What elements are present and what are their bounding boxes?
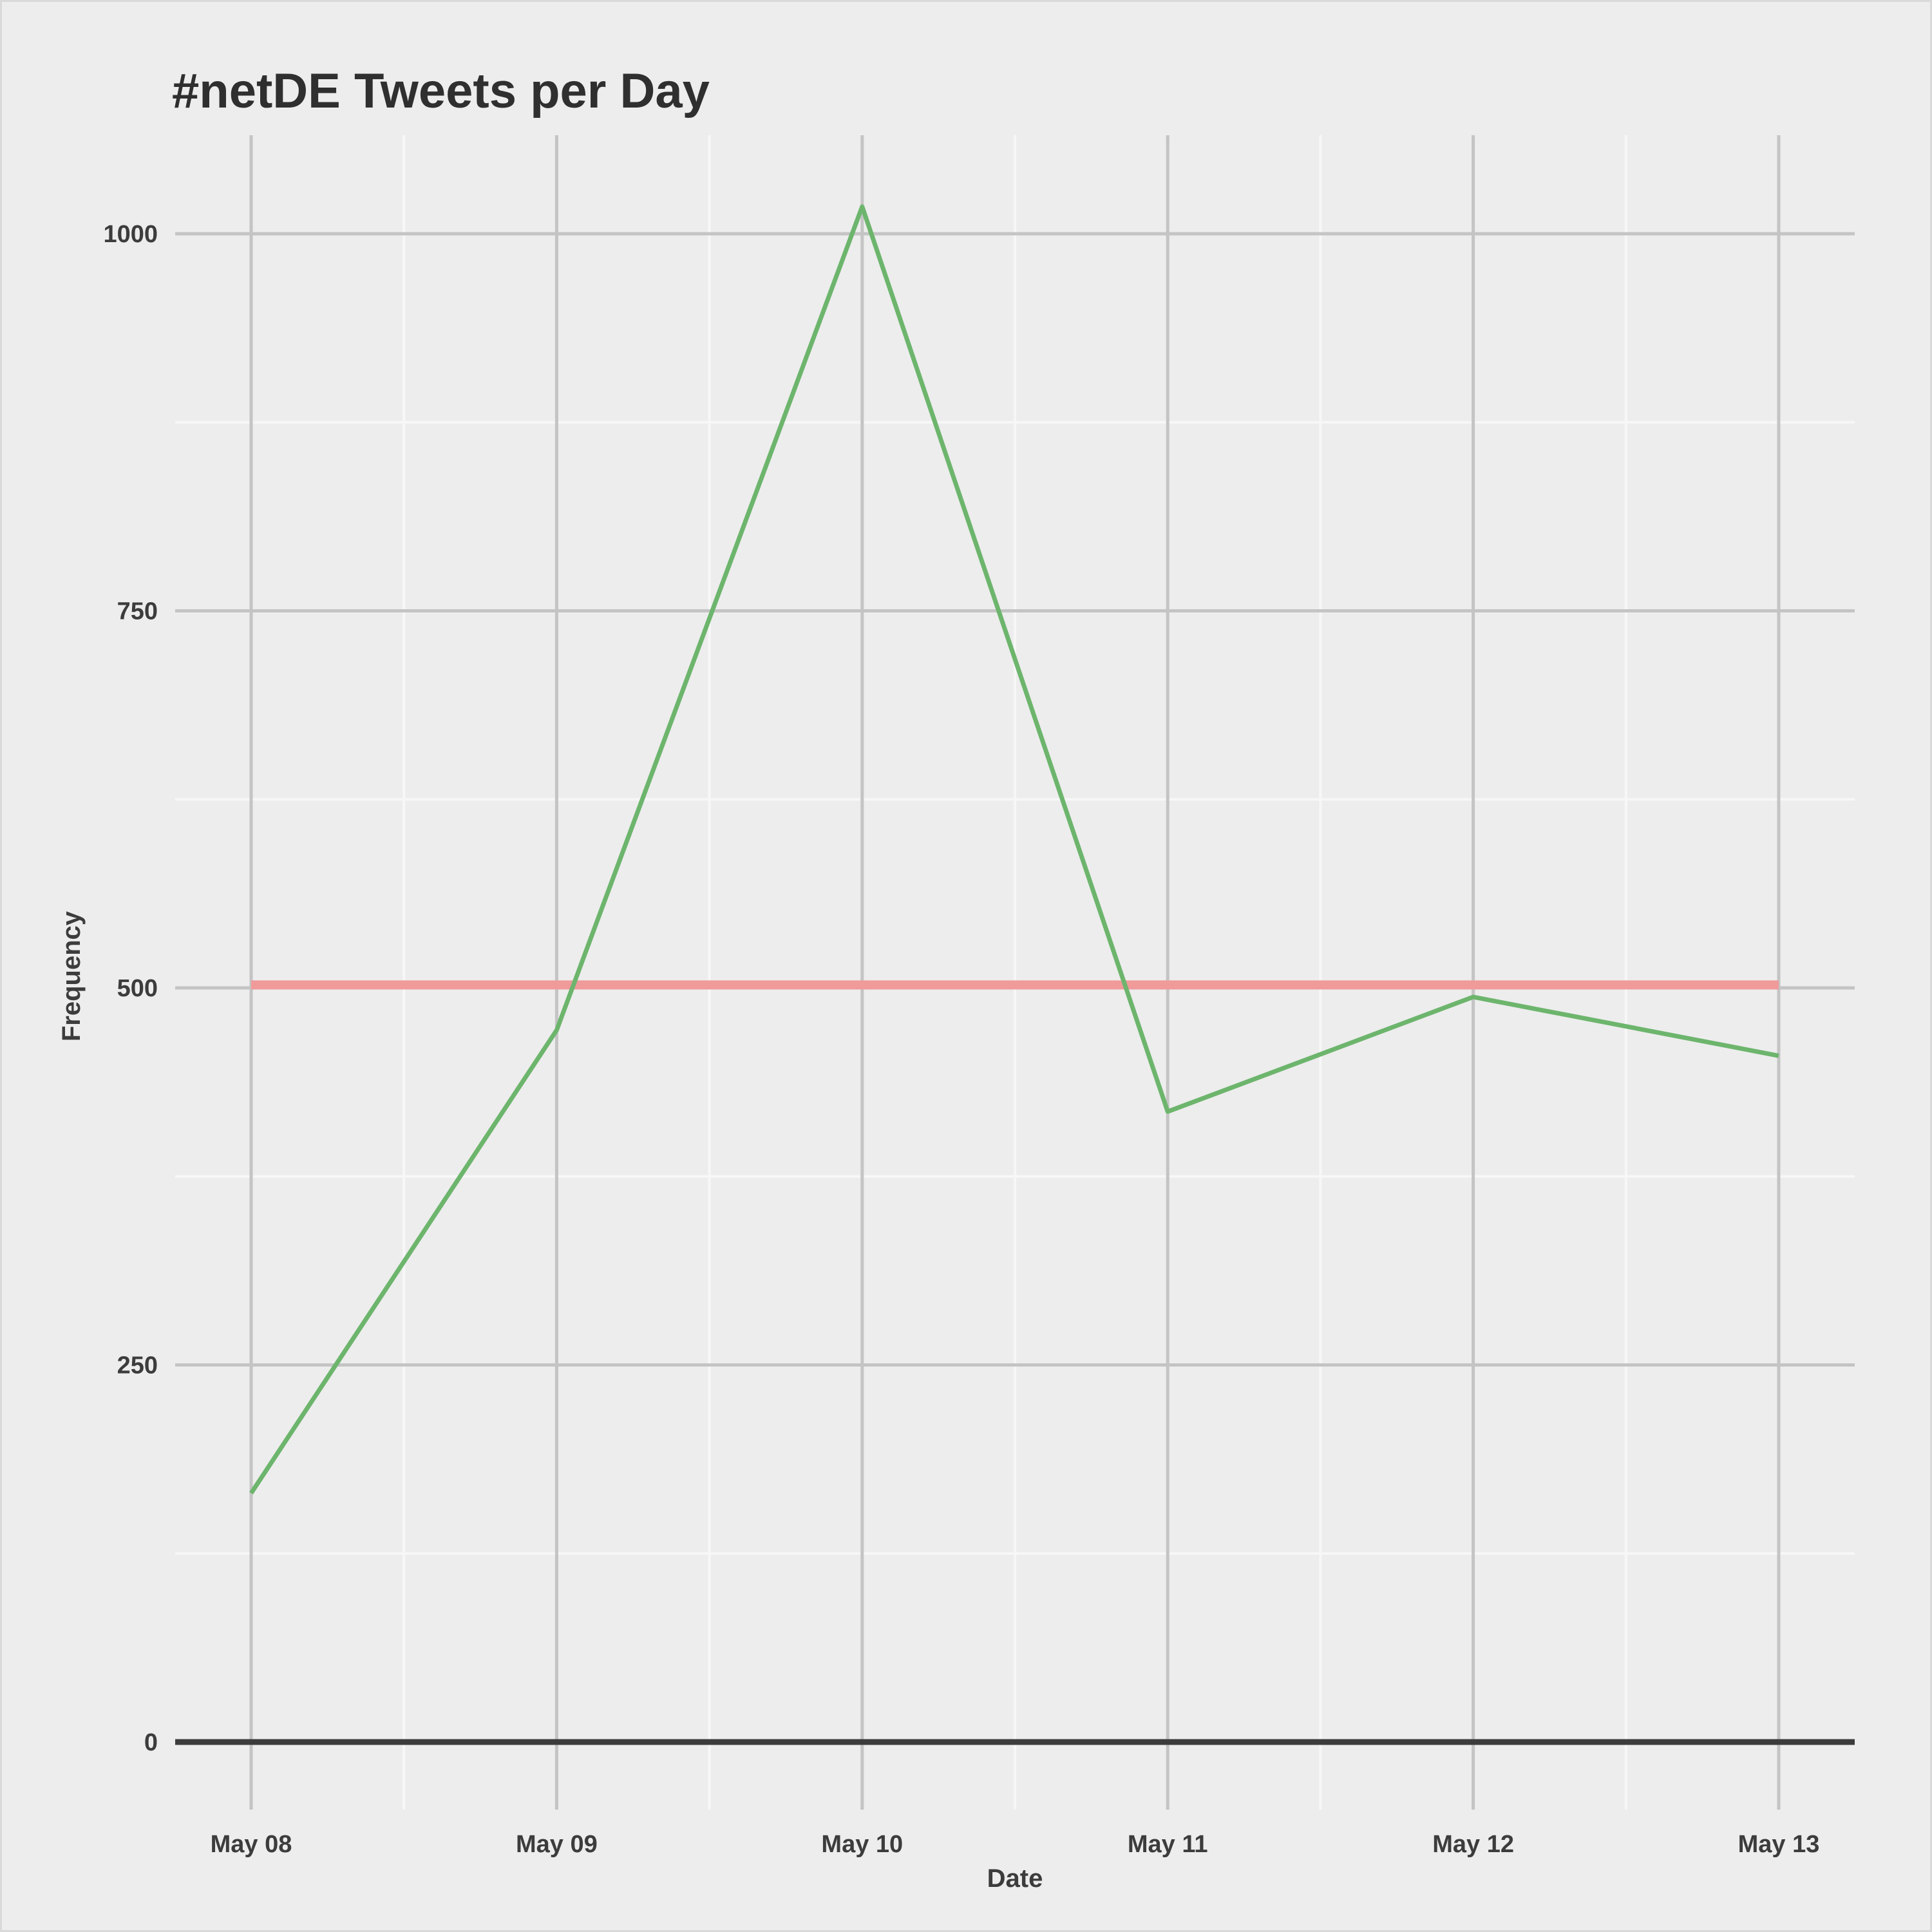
x-axis-title: Date bbox=[987, 1864, 1043, 1893]
series-layer bbox=[249, 204, 1779, 1495]
x-tick-label: May 09 bbox=[516, 1831, 598, 1858]
y-tick-label: 0 bbox=[144, 1729, 158, 1756]
x-tick-label: May 11 bbox=[1128, 1831, 1208, 1858]
y-tick-label: 750 bbox=[117, 598, 158, 625]
x-tick-label: May 13 bbox=[1738, 1831, 1820, 1858]
y-tick-label: 250 bbox=[117, 1352, 158, 1379]
minor-gridlines bbox=[175, 135, 1855, 1810]
series-line-daily-tweets bbox=[249, 204, 1779, 1495]
x-tick-label: May 12 bbox=[1432, 1831, 1514, 1858]
x-tick-labels: May 08 May 09 May 10 May 11 May 12 May 13 bbox=[211, 1831, 1820, 1858]
y-tick-labels: 0 250 500 750 1000 bbox=[103, 221, 158, 1756]
y-axis-title: Frequency bbox=[57, 911, 86, 1041]
x-tick-label: May 10 bbox=[821, 1831, 903, 1858]
chart-title: #netDE Tweets per Day bbox=[172, 64, 710, 118]
y-tick-label: 500 bbox=[117, 975, 158, 1002]
x-tick-label: May 08 bbox=[211, 1831, 292, 1858]
y-tick-label: 1000 bbox=[103, 221, 158, 248]
